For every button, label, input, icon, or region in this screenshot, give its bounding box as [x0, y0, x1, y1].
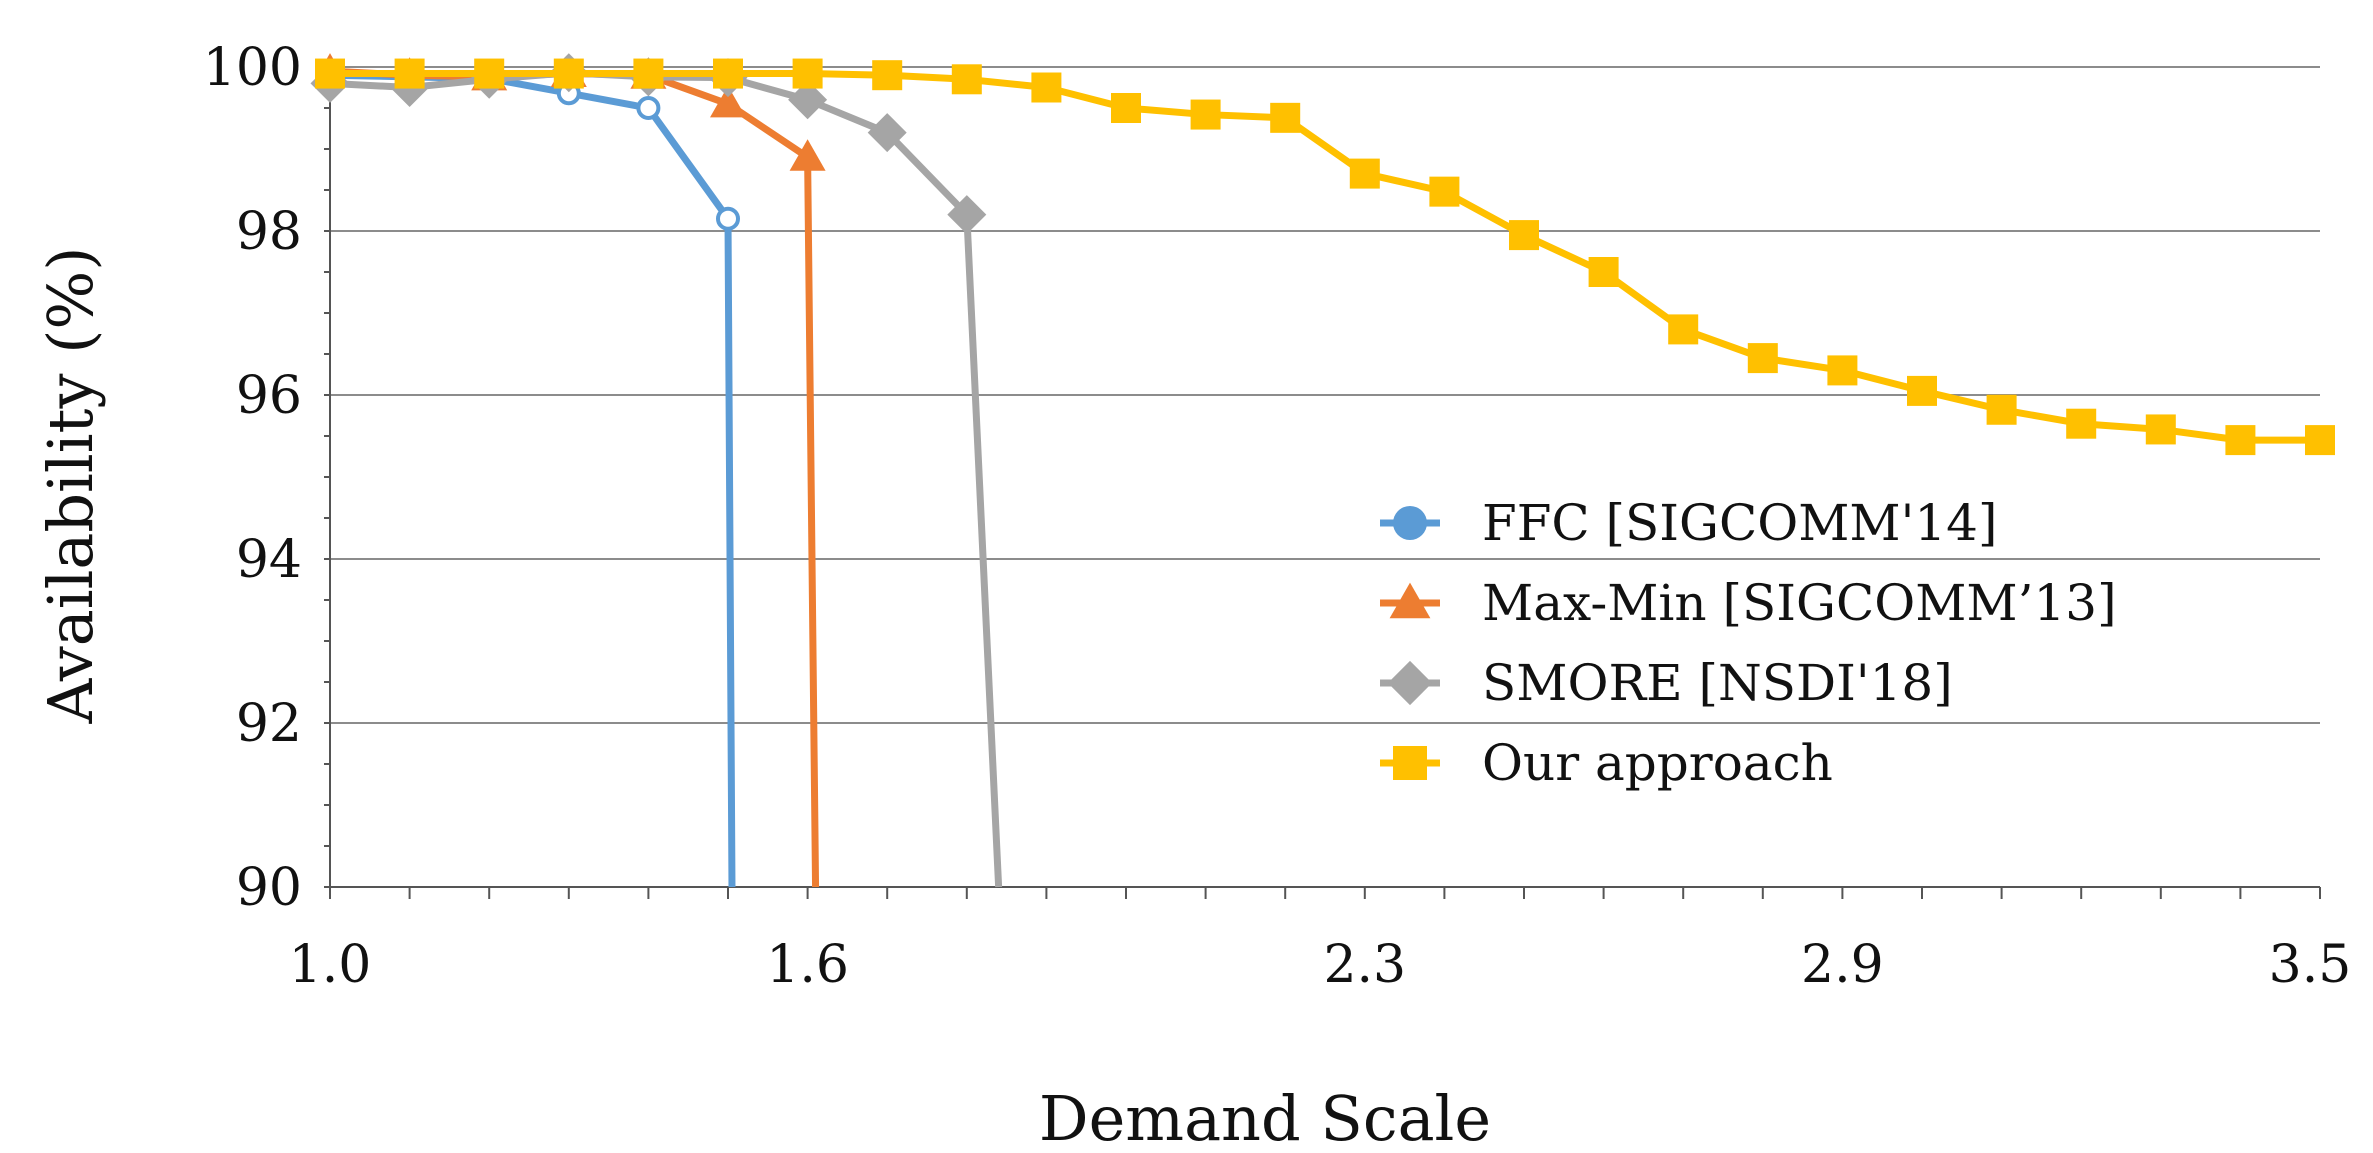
- data-point: [1111, 93, 1141, 123]
- x-tick-label: 1.0: [289, 935, 372, 995]
- data-point: [2225, 425, 2256, 456]
- series-smore-nsdi-18: [310, 53, 1003, 888]
- data-point: [710, 85, 746, 118]
- data-point: [1668, 314, 1699, 345]
- legend-marker: [1393, 506, 1427, 540]
- data-point: [1387, 660, 1433, 706]
- data-point: [1190, 99, 1221, 130]
- y-tick-label: 90: [236, 858, 302, 918]
- data-point: [1827, 355, 1858, 386]
- y-tick-labels: 90 92 94 96 98 100: [203, 38, 302, 918]
- series-line: [329, 67, 820, 888]
- data-point: [1349, 158, 1380, 189]
- legend-item: Max-Min [SIGCOMM’13]: [1380, 574, 2117, 632]
- data-point: [1429, 176, 1460, 207]
- legend-label: Our approach: [1482, 734, 1833, 792]
- data-point: [713, 58, 743, 89]
- series-max-min-sigcomm-13: [312, 53, 826, 888]
- series-our-approach: [315, 58, 2335, 456]
- legend-label: Max-Min [SIGCOMM’13]: [1482, 574, 2117, 632]
- series-line: [329, 69, 1003, 888]
- data-point: [2145, 414, 2176, 445]
- data-point: [789, 139, 826, 171]
- y-tick-label: 96: [236, 366, 302, 426]
- x-tick-label: 1.6: [766, 935, 849, 995]
- data-point: [792, 58, 823, 89]
- data-point: [716, 206, 740, 231]
- data-point: [636, 96, 661, 120]
- data-point: [1907, 375, 1937, 406]
- legend-item: SMORE [NSDI'18]: [1380, 654, 1953, 712]
- data-point: [394, 58, 425, 89]
- x-tick-label: 3.5: [2269, 935, 2352, 995]
- data-point: [2305, 425, 2335, 456]
- data-point: [1509, 220, 1539, 251]
- x-tick-label: 2.9: [1801, 935, 1884, 995]
- series-ffc-sigcomm-14: [318, 63, 740, 888]
- data-point: [867, 113, 907, 153]
- y-tick-label: 94: [236, 530, 302, 590]
- x-axis-title: Demand Scale: [1039, 1082, 1491, 1153]
- data-point: [2066, 408, 2097, 439]
- legend-item: FFC [SIGCOMM'14]: [1380, 494, 1998, 552]
- data-point: [1031, 72, 1062, 103]
- legend: FFC [SIGCOMM'14] Max-Min [SIGCOMM’13] SMOR…: [1380, 494, 2117, 792]
- data-point: [951, 64, 982, 95]
- axes: [324, 57, 2321, 899]
- data-point: [1747, 343, 1778, 374]
- data-point: [1588, 257, 1619, 287]
- data-point: [474, 58, 505, 89]
- x-tick-labels: 1.0 1.6 2.3 2.9 3.5: [289, 935, 2352, 995]
- data-point: [553, 58, 584, 89]
- data-point: [1389, 582, 1431, 619]
- data-point: [788, 80, 828, 120]
- data-point: [947, 195, 987, 235]
- legend-item: Our approach: [1380, 734, 1833, 792]
- series-line: [330, 70, 2320, 444]
- x-tick-label: 2.3: [1323, 935, 1406, 995]
- data-point: [633, 58, 664, 89]
- y-tick-label: 98: [236, 202, 302, 262]
- data-point: [1393, 746, 1427, 780]
- series-group: [310, 53, 2335, 888]
- data-point: [1270, 102, 1301, 133]
- y-tick-label: 92: [236, 694, 302, 754]
- y-axis-title: Availability (%): [34, 247, 107, 725]
- data-point: [1986, 394, 2017, 425]
- legend-label: FFC [SIGCOMM'14]: [1482, 494, 1998, 552]
- legend-label: SMORE [NSDI'18]: [1482, 654, 1953, 712]
- data-point: [872, 60, 903, 91]
- y-tick-label: 100: [203, 38, 302, 98]
- series-line: [329, 71, 736, 888]
- data-point: [315, 58, 345, 89]
